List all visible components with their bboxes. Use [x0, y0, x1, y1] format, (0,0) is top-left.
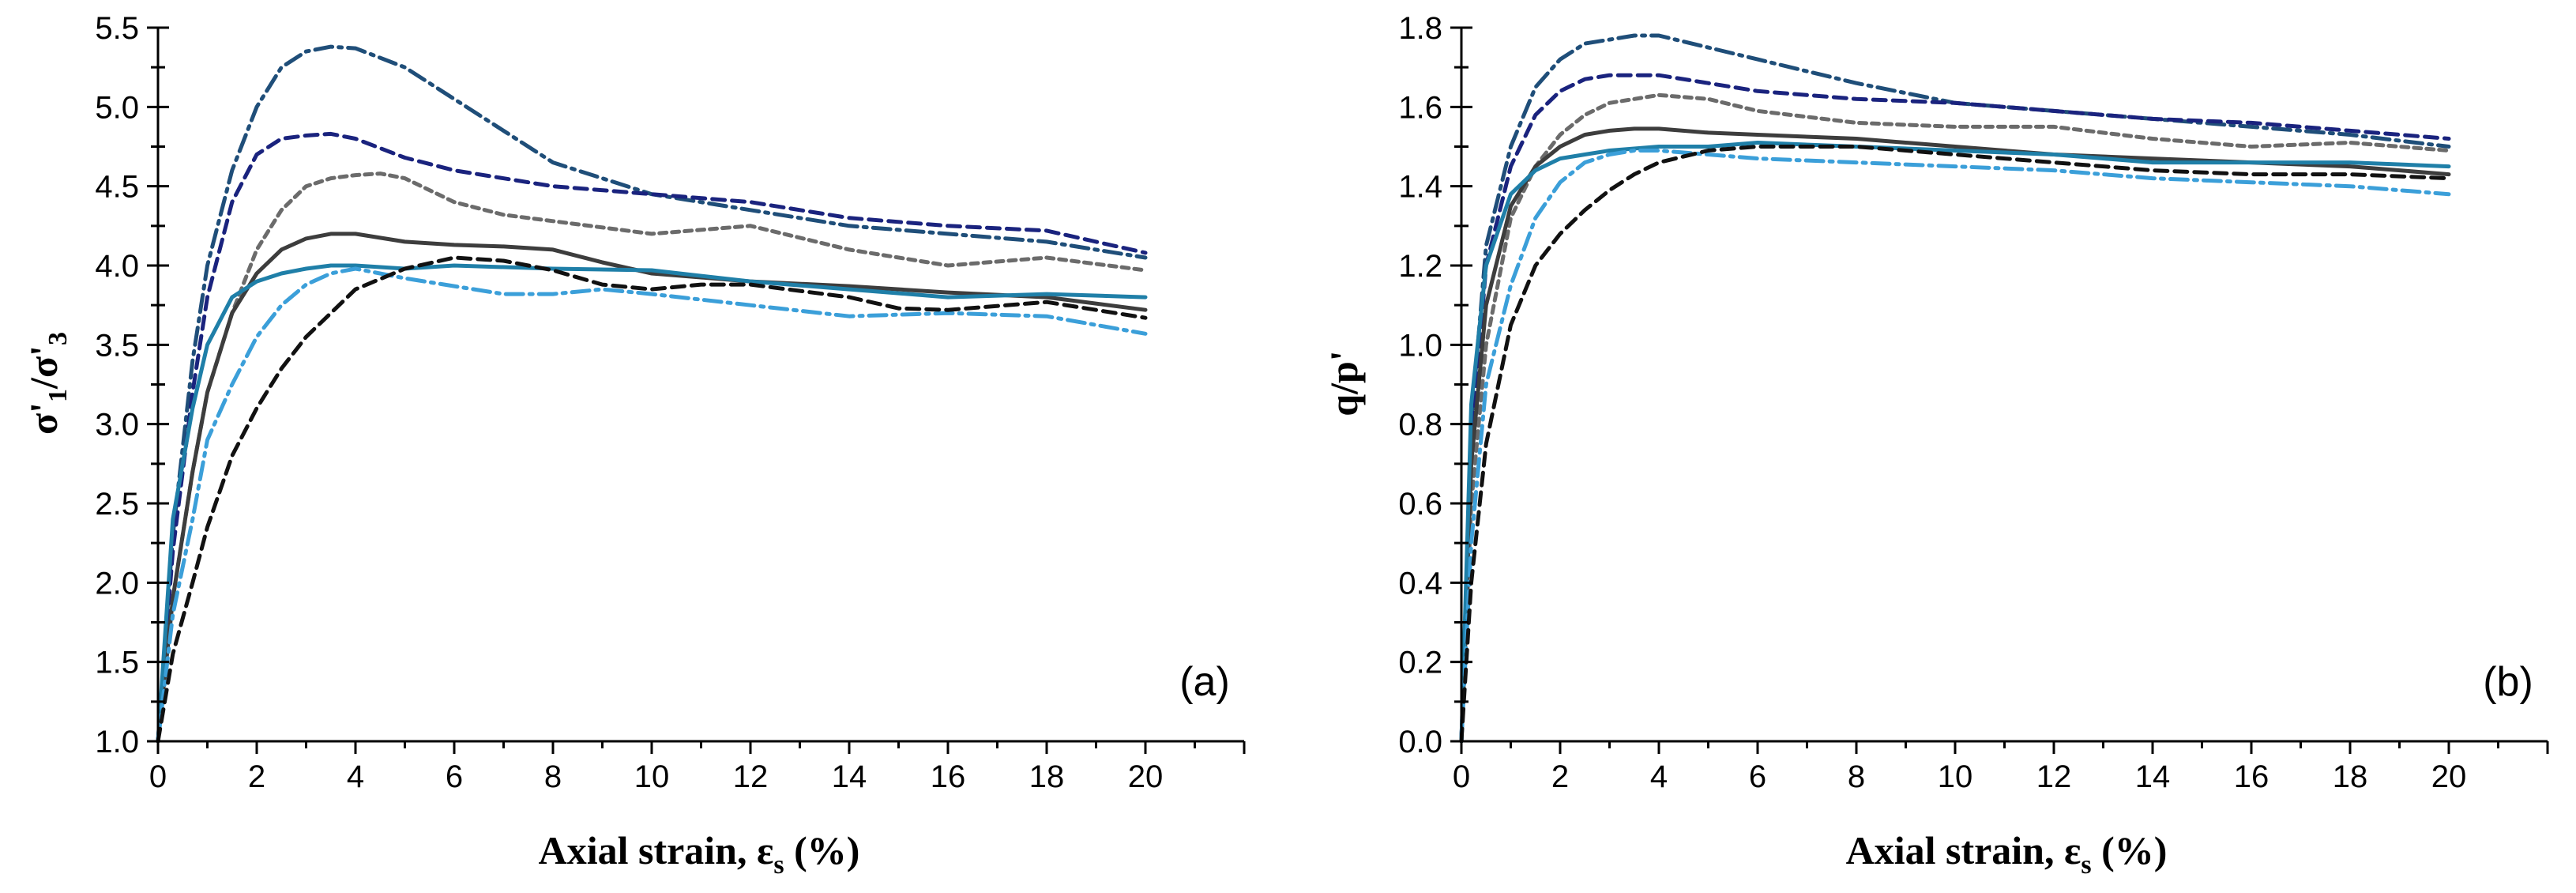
series-line-a-5	[156, 263, 1148, 744]
y-tick-label-a: 1.5	[95, 646, 139, 680]
chart-panel-b: 0 2 4 6 8 10 12 14 16 18 20 0.0 0.2 0.4 0.6 0.8 1.0 1.2 1.…	[1322, 11, 2549, 880]
series-line-b-6	[1459, 149, 2451, 744]
series-line-b-7	[1459, 145, 2451, 744]
x-tick-label-b: 20	[2431, 759, 2467, 794]
y-tick-label-a: 4.0	[95, 249, 139, 284]
x-tick-label-a: 2	[248, 759, 265, 794]
y-tick-label-b: 1.4	[1398, 170, 1442, 205]
y-tick-label-a: 1.0	[95, 725, 139, 759]
series-line-b-1	[1459, 33, 2451, 744]
ticks-a: 0 2 4 6 8 10 12 14 16 18 20 1.0 1.5 2.0 2.5 3.0 3.5 4.0 4.…	[95, 11, 1246, 794]
x-tick-label-b: 4	[1650, 759, 1668, 794]
y-tick-label-a: 3.5	[95, 328, 139, 363]
y-tick-label-b: 0.8	[1398, 408, 1442, 443]
y-tick-label-a: 5.0	[95, 90, 139, 125]
y-tick-label-b: 0.2	[1398, 646, 1442, 680]
y-tick-label-b: 0.4	[1398, 566, 1442, 601]
x-tick-label-a: 14	[832, 759, 867, 794]
series-line-a-7	[156, 255, 1148, 744]
x-tick-label-b: 10	[1938, 759, 1973, 794]
panel-label-a: (a)	[1179, 659, 1230, 705]
x-tick-label-a: 12	[733, 759, 769, 794]
x-tick-label-b: 8	[1848, 759, 1865, 794]
series-line-b-3	[1459, 92, 2451, 744]
x-tick-label-b: 18	[2333, 759, 2368, 794]
y-tick-label-b: 0.0	[1398, 725, 1442, 759]
panel-label-b: (b)	[2483, 659, 2533, 705]
x-tick-label-a: 4	[347, 759, 364, 794]
chart-panel-a: 0 2 4 6 8 10 12 14 16 18 20 1.0 1.5 2.0 2.5 3.0 3.5 4.0 4.…	[21, 11, 1246, 880]
series-line-a-2	[156, 131, 1148, 744]
x-tick-label-a: 10	[634, 759, 670, 794]
series-line-a-3	[156, 171, 1148, 744]
x-tick-label-b: 14	[2135, 759, 2171, 794]
x-tick-label-a: 20	[1128, 759, 1164, 794]
series-line-a-4	[156, 232, 1148, 744]
y-tick-label-a: 2.5	[95, 487, 139, 522]
y-tick-label-a: 4.5	[95, 170, 139, 205]
x-axis-title-a: Axial strain, εs (%)	[539, 828, 860, 880]
x-tick-label-a: 0	[149, 759, 167, 794]
y-tick-label-b: 1.2	[1398, 249, 1442, 284]
series-line-b-4	[1459, 126, 2451, 744]
x-tick-label-b: 0	[1453, 759, 1470, 794]
ticks-b: 0 2 4 6 8 10 12 14 16 18 20 0.0 0.2 0.4 0.6 0.8 1.0 1.2 1.…	[1398, 11, 2549, 794]
y-tick-label-a: 3.0	[95, 408, 139, 443]
x-tick-label-a: 18	[1029, 759, 1065, 794]
axes-a	[156, 28, 1244, 743]
series-lines-b	[1459, 33, 2451, 744]
x-tick-label-a: 6	[446, 759, 463, 794]
y-tick-label-a: 5.5	[95, 11, 139, 46]
y-axis-title-b: q/p'	[1322, 350, 1366, 416]
y-tick-label-a: 2.0	[95, 566, 139, 601]
y-axis-title-a: σ'1/σ'3	[21, 332, 73, 435]
x-axis-title-b: Axial strain, εs (%)	[1846, 828, 2168, 880]
x-tick-label-b: 2	[1551, 759, 1569, 794]
y-tick-label-b: 1.0	[1398, 328, 1442, 363]
y-tick-label-b: 1.6	[1398, 90, 1442, 125]
series-line-a-1	[156, 44, 1148, 744]
series-line-b-5	[1459, 141, 2451, 744]
x-tick-label-b: 6	[1749, 759, 1766, 794]
series-line-a-6	[156, 266, 1148, 744]
series-line-b-2	[1459, 73, 2451, 744]
series-lines-a	[156, 44, 1148, 744]
y-tick-label-b: 0.6	[1398, 487, 1442, 522]
x-tick-label-b: 12	[2036, 759, 2072, 794]
x-tick-label-a: 16	[931, 759, 966, 794]
x-tick-label-a: 8	[544, 759, 562, 794]
y-tick-label-b: 1.8	[1398, 11, 1442, 46]
x-tick-label-b: 16	[2234, 759, 2270, 794]
